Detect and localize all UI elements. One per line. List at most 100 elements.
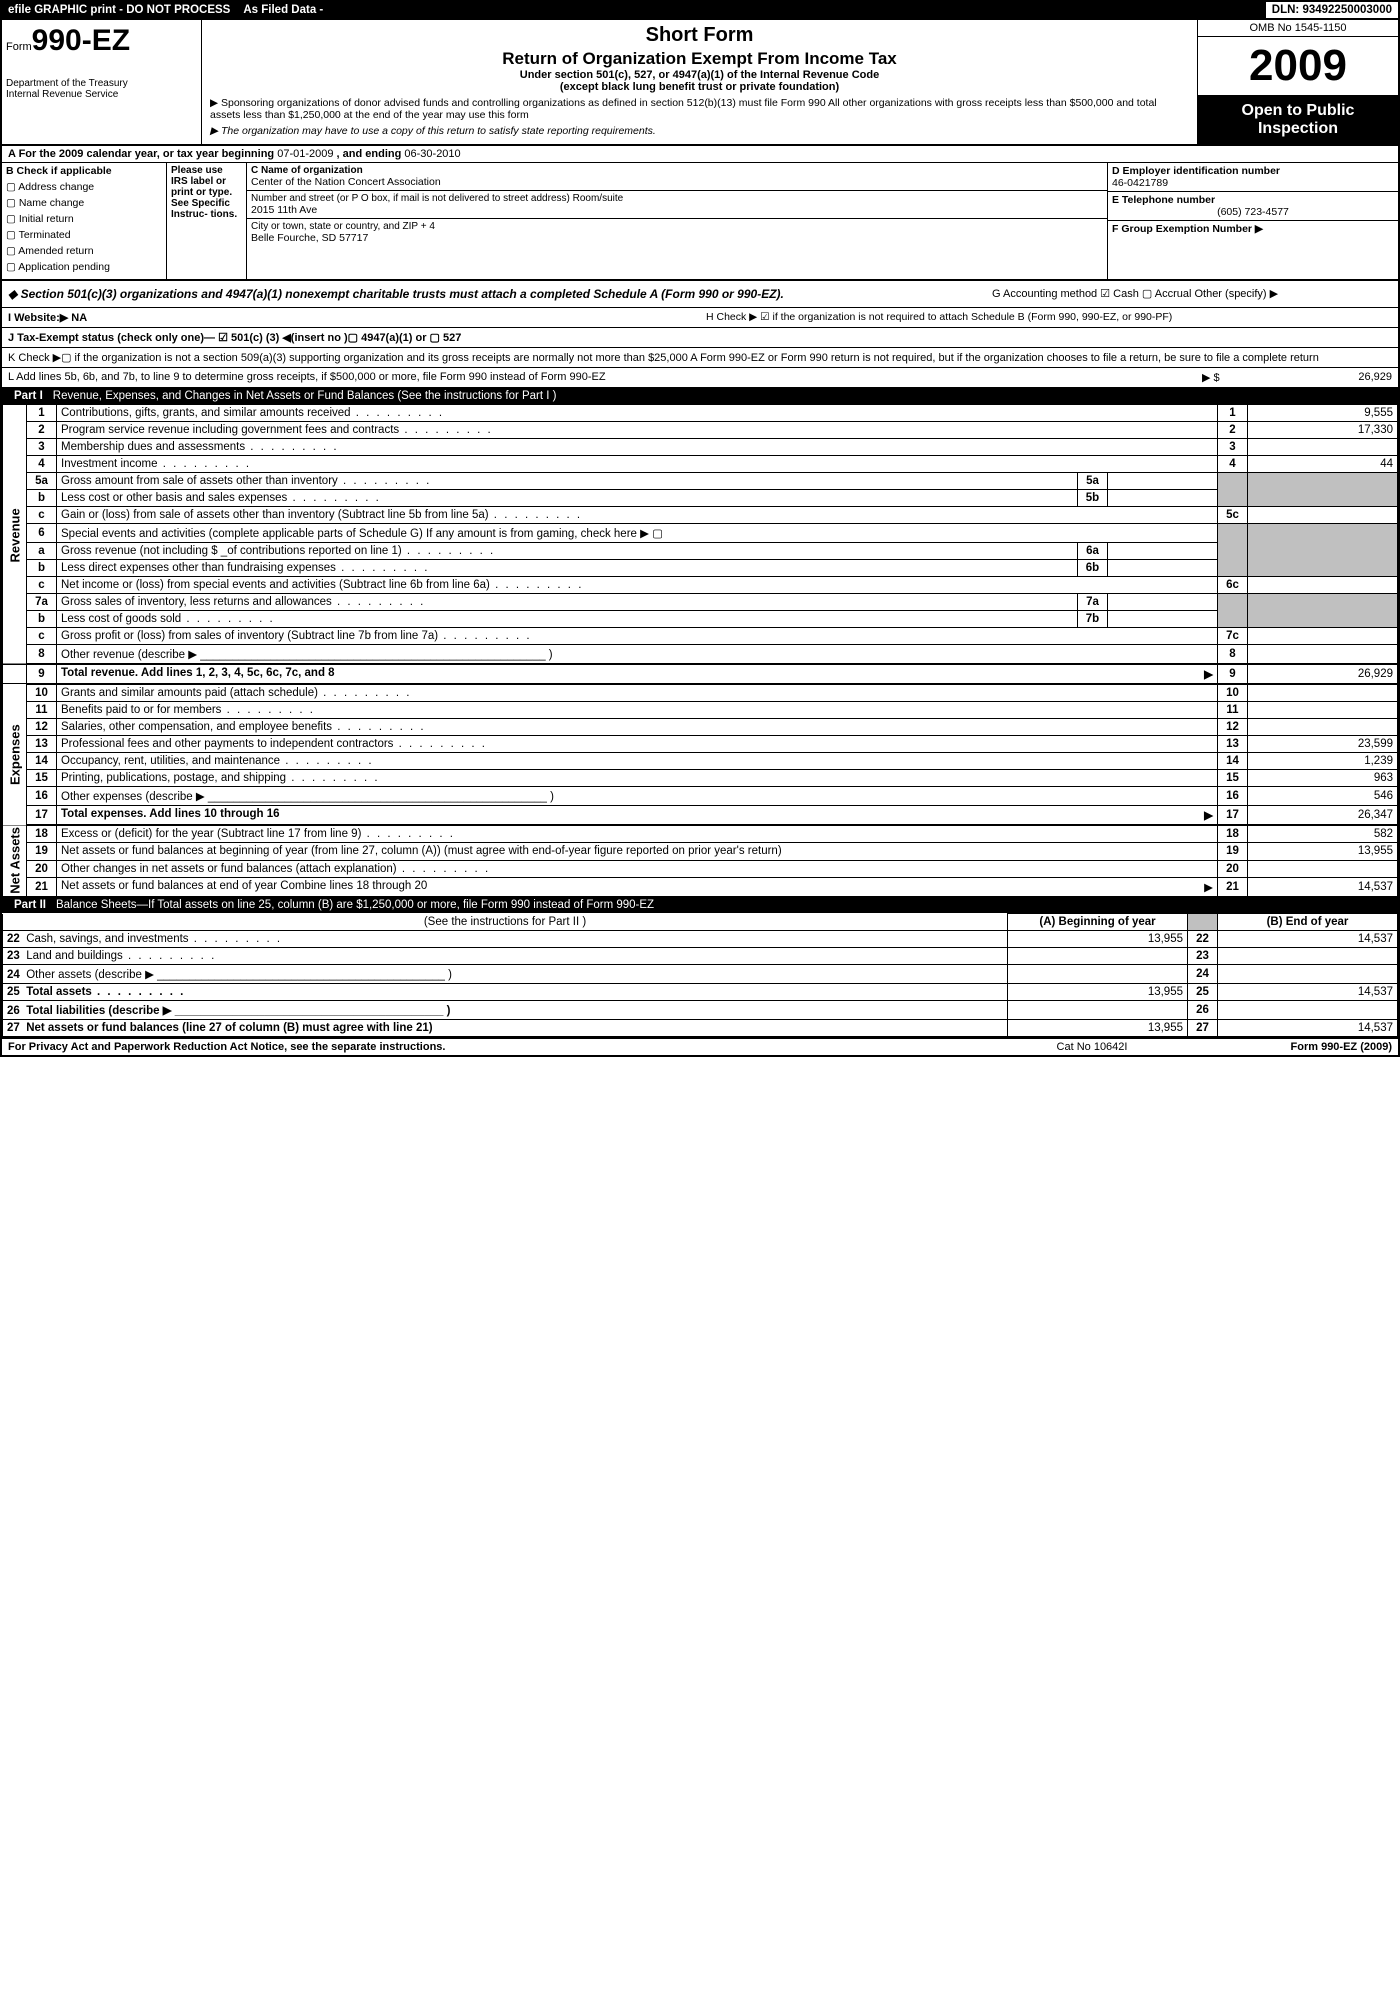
- l15v: 963: [1248, 770, 1398, 787]
- l14r: 14: [1218, 753, 1248, 770]
- p1n: (See the instructions for Part I ): [397, 390, 556, 402]
- l17v: 26,347: [1248, 806, 1398, 826]
- city: Belle Fourche, SD 57717: [251, 232, 1103, 244]
- col-c-org: C Name of organization Center of the Nat…: [247, 163, 1108, 279]
- l17d: Total expenses. Add lines 10 through 16 …: [57, 806, 1218, 826]
- l13r: 13: [1218, 736, 1248, 753]
- l6amv: [1108, 543, 1218, 560]
- footer-right: Form 990-EZ (2009): [1192, 1041, 1392, 1053]
- l13v: 23,599: [1248, 736, 1398, 753]
- n: 26: [7, 1005, 20, 1017]
- p2-instr: (See the instructions for Part II ): [3, 914, 1008, 931]
- shade: [1218, 473, 1248, 507]
- l3n: 3: [27, 439, 57, 456]
- l15d: Printing, publications, postage, and shi…: [57, 770, 1218, 787]
- l3d: Membership dues and assessments: [57, 439, 1218, 456]
- title-short-form: Short Form: [210, 24, 1189, 47]
- l15n: 15: [27, 770, 57, 787]
- line-a-begin: 07-01-2009: [277, 148, 333, 160]
- note2: ▶ The organization may have to use a cop…: [210, 125, 1189, 137]
- l18n: 18: [27, 825, 57, 843]
- shade: [1248, 473, 1398, 507]
- l5bm: 5b: [1078, 490, 1108, 507]
- l18d: Excess or (deficit) for the year (Subtra…: [57, 825, 1218, 843]
- l8n: 8: [27, 645, 57, 665]
- l6am: 6a: [1078, 543, 1108, 560]
- dept1: Department of the Treasury: [6, 78, 197, 89]
- l9a: ▶: [1204, 667, 1213, 681]
- citem[interactable]: Name change: [6, 197, 162, 209]
- l7bmv: [1108, 611, 1218, 628]
- bs27n: 27: [1188, 1020, 1218, 1037]
- bs-row: 23 Land and buildings 23: [3, 948, 1398, 965]
- footer-left: For Privacy Act and Paperwork Reduction …: [8, 1041, 992, 1053]
- n: 27: [7, 1022, 20, 1034]
- l7bn: b: [27, 611, 57, 628]
- l5bd: Less cost or other basis and sales expen…: [57, 490, 1078, 507]
- l2d: Program service revenue including govern…: [57, 422, 1218, 439]
- form-no: 990-EZ: [32, 24, 130, 57]
- l6ad: Gross revenue (not including $ _of contr…: [57, 543, 1078, 560]
- l4v: 44: [1248, 456, 1398, 473]
- b-label: B Check if applicable: [6, 165, 162, 177]
- subtitle2: (except black lung benefit trust or priv…: [210, 81, 1189, 93]
- l3v: [1248, 439, 1398, 456]
- d: Other assets (describe ▶ _______________…: [26, 969, 452, 981]
- l6cv: [1248, 577, 1398, 594]
- bs26d: 26 Total liabilities (describe ▶ _______…: [3, 1001, 1008, 1020]
- side-revenue: Revenue: [3, 405, 27, 665]
- bs23b: [1218, 948, 1398, 965]
- dept2: Internal Revenue Service: [6, 89, 197, 100]
- l5amv: [1108, 473, 1218, 490]
- p2-colA: (A) Beginning of year: [1008, 914, 1188, 931]
- item[interactable]: Address change: [6, 181, 162, 193]
- bs24n: 24: [1188, 965, 1218, 984]
- l19v: 13,955: [1248, 843, 1398, 860]
- bs25b: 14,537: [1218, 984, 1398, 1001]
- citem[interactable]: Initial return: [6, 213, 162, 225]
- l20d: Other changes in net assets or fund bala…: [57, 860, 1218, 877]
- c-label: C Name of organization: [251, 165, 1103, 176]
- shade: [1218, 524, 1248, 577]
- d-block: D Employer identification number 46-0421…: [1108, 163, 1398, 192]
- citem[interactable]: Application pending: [6, 261, 162, 273]
- l6bm: 6b: [1078, 560, 1108, 577]
- header-left: Form990-EZ Department of the Treasury In…: [2, 20, 202, 144]
- l5an: 5a: [27, 473, 57, 490]
- bs24b: [1218, 965, 1398, 984]
- l18r: 18: [1218, 825, 1248, 843]
- l1d: Contributions, gifts, grants, and simila…: [57, 405, 1218, 422]
- ein: 46-0421789: [1112, 177, 1394, 189]
- l2v: 17,330: [1248, 422, 1398, 439]
- l8v: [1248, 645, 1398, 665]
- shade: [1188, 914, 1218, 931]
- l6bd: Less direct expenses other than fundrais…: [57, 560, 1078, 577]
- l20n: 20: [27, 860, 57, 877]
- bs-row: 26 Total liabilities (describe ▶ _______…: [3, 1001, 1398, 1020]
- l21d: Net assets or fund balances at end of ye…: [57, 877, 1218, 896]
- l16n: 16: [27, 787, 57, 806]
- d: Total liabilities (describe ▶ __________…: [26, 1005, 450, 1017]
- l5ad: Gross amount from sale of assets other t…: [57, 473, 1078, 490]
- footer: For Privacy Act and Paperwork Reduction …: [2, 1037, 1398, 1055]
- col-b-checks: B Check if applicable Address change Nam…: [2, 163, 167, 279]
- l15r: 15: [1218, 770, 1248, 787]
- citem[interactable]: Terminated: [6, 229, 162, 241]
- l12v: [1248, 719, 1398, 736]
- open1: Open to Public: [1204, 102, 1392, 120]
- l14n: 14: [27, 753, 57, 770]
- city-block: City or town, state or country, and ZIP …: [247, 219, 1107, 246]
- footer-mid: Cat No 10642I: [992, 1041, 1192, 1053]
- topbar-spacer: [330, 2, 1266, 18]
- tax-year: 2009: [1198, 37, 1398, 96]
- l21dt: Net assets or fund balances at end of ye…: [61, 880, 427, 892]
- l4n: 4: [27, 456, 57, 473]
- l2r: 2: [1218, 422, 1248, 439]
- citem[interactable]: Amended return: [6, 245, 162, 257]
- row-l: L Add lines 5b, 6b, and 7b, to line 9 to…: [2, 368, 1398, 388]
- bs22n: 22: [1188, 931, 1218, 948]
- part2-table: (See the instructions for Part II ) (A) …: [2, 913, 1398, 1037]
- l7ad: Gross sales of inventory, less returns a…: [57, 594, 1078, 611]
- form-prefix: Form: [6, 41, 32, 53]
- l7cn: c: [27, 628, 57, 645]
